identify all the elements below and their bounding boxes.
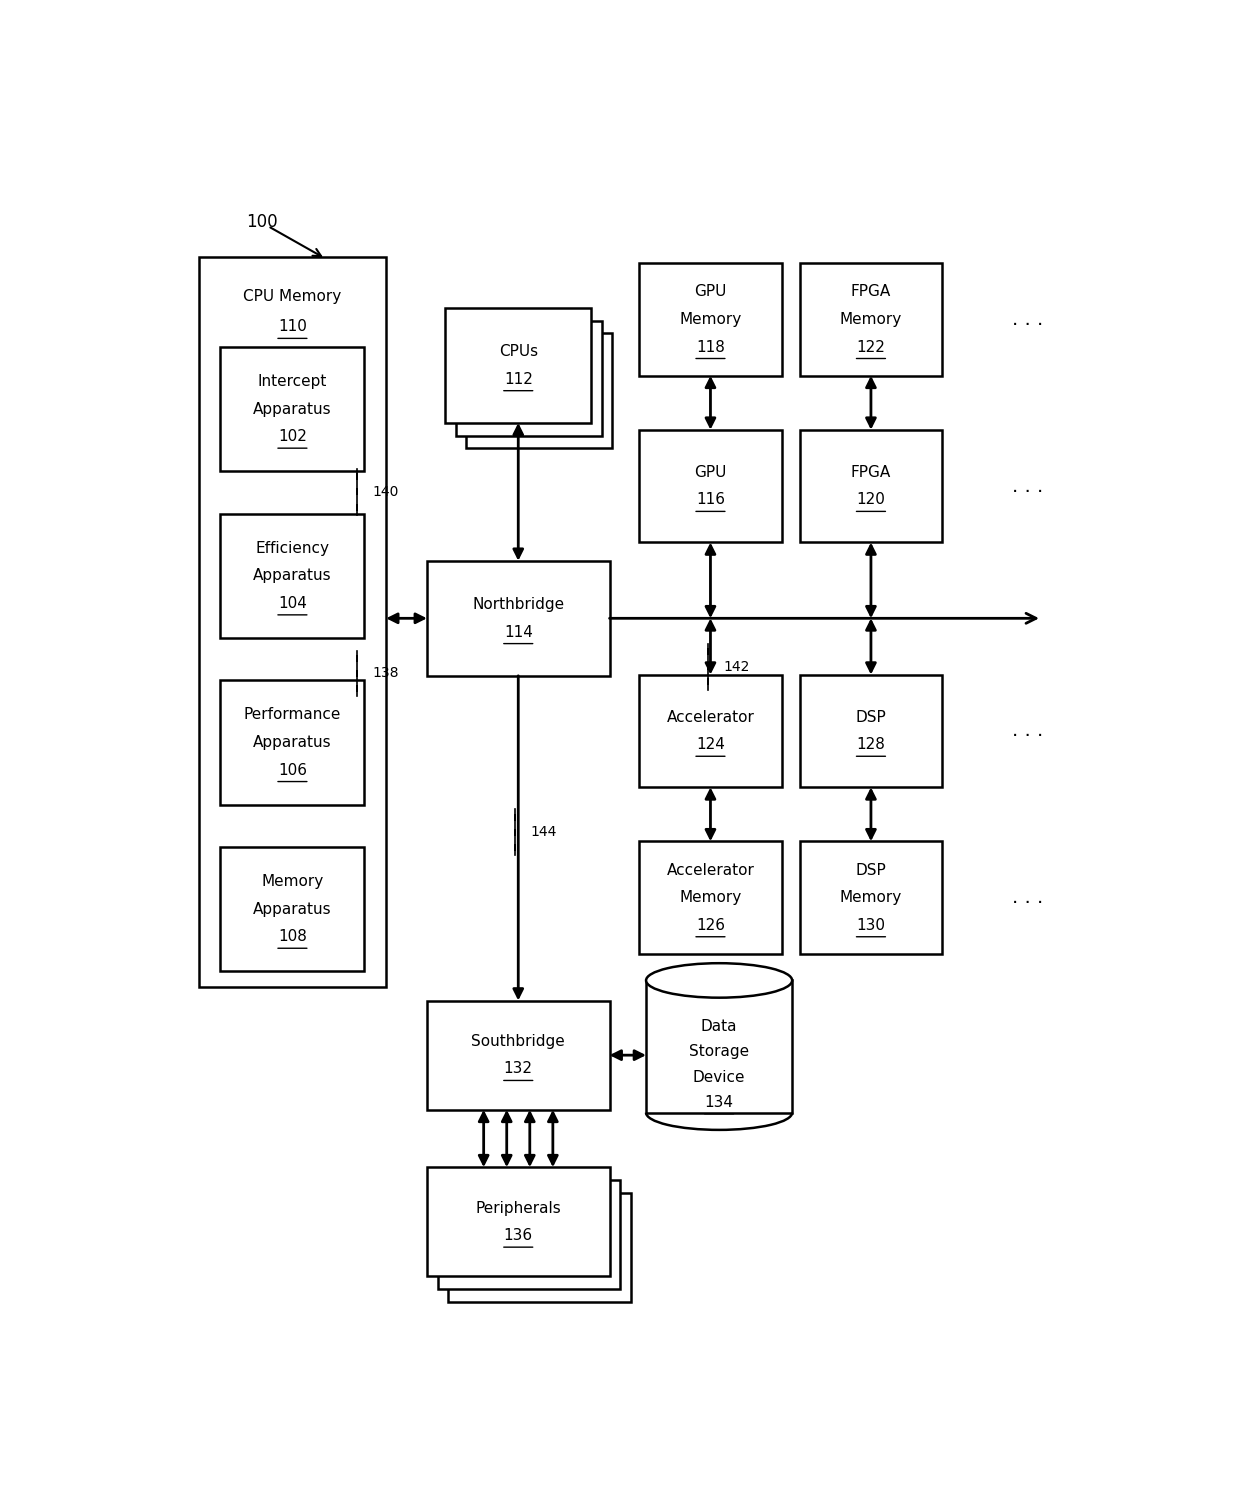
Text: Northbridge: Northbridge — [472, 597, 564, 612]
Bar — [640, 430, 781, 542]
Text: 120: 120 — [857, 493, 885, 508]
Text: CPU Memory: CPU Memory — [243, 290, 341, 305]
Text: 100: 100 — [247, 212, 278, 231]
Text: DSP: DSP — [856, 863, 887, 878]
Text: Memory: Memory — [262, 873, 324, 888]
Bar — [800, 842, 942, 954]
Bar — [427, 561, 610, 676]
Text: Apparatus: Apparatus — [253, 569, 332, 584]
Text: 130: 130 — [857, 918, 885, 933]
Bar — [800, 430, 942, 542]
Text: CPUs: CPUs — [498, 343, 538, 360]
Text: . . .: . . . — [1012, 476, 1043, 496]
Text: Performance: Performance — [244, 708, 341, 723]
Text: GPU: GPU — [694, 284, 727, 299]
Text: Accelerator: Accelerator — [667, 863, 754, 878]
Text: Data: Data — [701, 1018, 738, 1035]
Text: Memory: Memory — [680, 890, 742, 905]
Text: . . .: . . . — [1012, 311, 1043, 328]
Text: . . .: . . . — [1012, 888, 1043, 908]
Text: Intercept: Intercept — [258, 373, 327, 390]
Text: 140: 140 — [372, 485, 398, 499]
Bar — [438, 1179, 620, 1288]
Text: Apparatus: Apparatus — [253, 735, 332, 749]
Text: Storage: Storage — [689, 1044, 749, 1059]
Bar — [456, 321, 601, 436]
Text: 136: 136 — [503, 1229, 533, 1244]
Text: 138: 138 — [372, 666, 399, 681]
Bar — [221, 681, 365, 805]
Bar — [800, 675, 942, 787]
Text: Memory: Memory — [839, 312, 901, 327]
Text: 122: 122 — [857, 339, 885, 354]
Text: Efficiency: Efficiency — [255, 540, 330, 555]
Ellipse shape — [646, 963, 792, 997]
Text: FPGA: FPGA — [851, 464, 892, 479]
Text: 116: 116 — [696, 493, 725, 508]
Text: Apparatus: Apparatus — [253, 402, 332, 417]
Text: 128: 128 — [857, 738, 885, 752]
Text: 134: 134 — [704, 1094, 734, 1109]
Bar — [427, 1000, 610, 1109]
Text: 106: 106 — [278, 763, 308, 778]
Bar — [198, 257, 386, 987]
Text: 108: 108 — [278, 929, 306, 944]
Bar — [221, 514, 365, 638]
Text: 114: 114 — [503, 624, 533, 639]
Text: 126: 126 — [696, 918, 725, 933]
Text: . . .: . . . — [1012, 721, 1043, 741]
Text: Peripherals: Peripherals — [475, 1200, 562, 1215]
Text: 110: 110 — [278, 320, 306, 334]
Text: 124: 124 — [696, 738, 725, 752]
Text: 102: 102 — [278, 428, 306, 445]
Text: 142: 142 — [723, 660, 749, 673]
Text: 118: 118 — [696, 339, 725, 354]
Text: Memory: Memory — [680, 312, 742, 327]
Text: 112: 112 — [503, 372, 533, 387]
Text: Accelerator: Accelerator — [667, 709, 754, 724]
Text: 132: 132 — [503, 1062, 533, 1076]
Text: 104: 104 — [278, 596, 306, 611]
Bar — [800, 263, 942, 376]
Bar — [646, 981, 792, 1112]
Text: Device: Device — [693, 1069, 745, 1084]
Text: GPU: GPU — [694, 464, 727, 479]
Bar — [640, 842, 781, 954]
Text: 144: 144 — [531, 826, 557, 839]
Bar — [221, 847, 365, 972]
Bar — [466, 333, 613, 448]
Text: Apparatus: Apparatus — [253, 902, 332, 917]
Bar — [448, 1193, 631, 1302]
Bar — [640, 263, 781, 376]
Bar — [445, 308, 591, 423]
Text: Southbridge: Southbridge — [471, 1033, 565, 1050]
Bar — [427, 1168, 610, 1277]
Bar — [221, 346, 365, 472]
Text: DSP: DSP — [856, 709, 887, 724]
Bar — [640, 675, 781, 787]
Text: Memory: Memory — [839, 890, 901, 905]
Text: FPGA: FPGA — [851, 284, 892, 299]
